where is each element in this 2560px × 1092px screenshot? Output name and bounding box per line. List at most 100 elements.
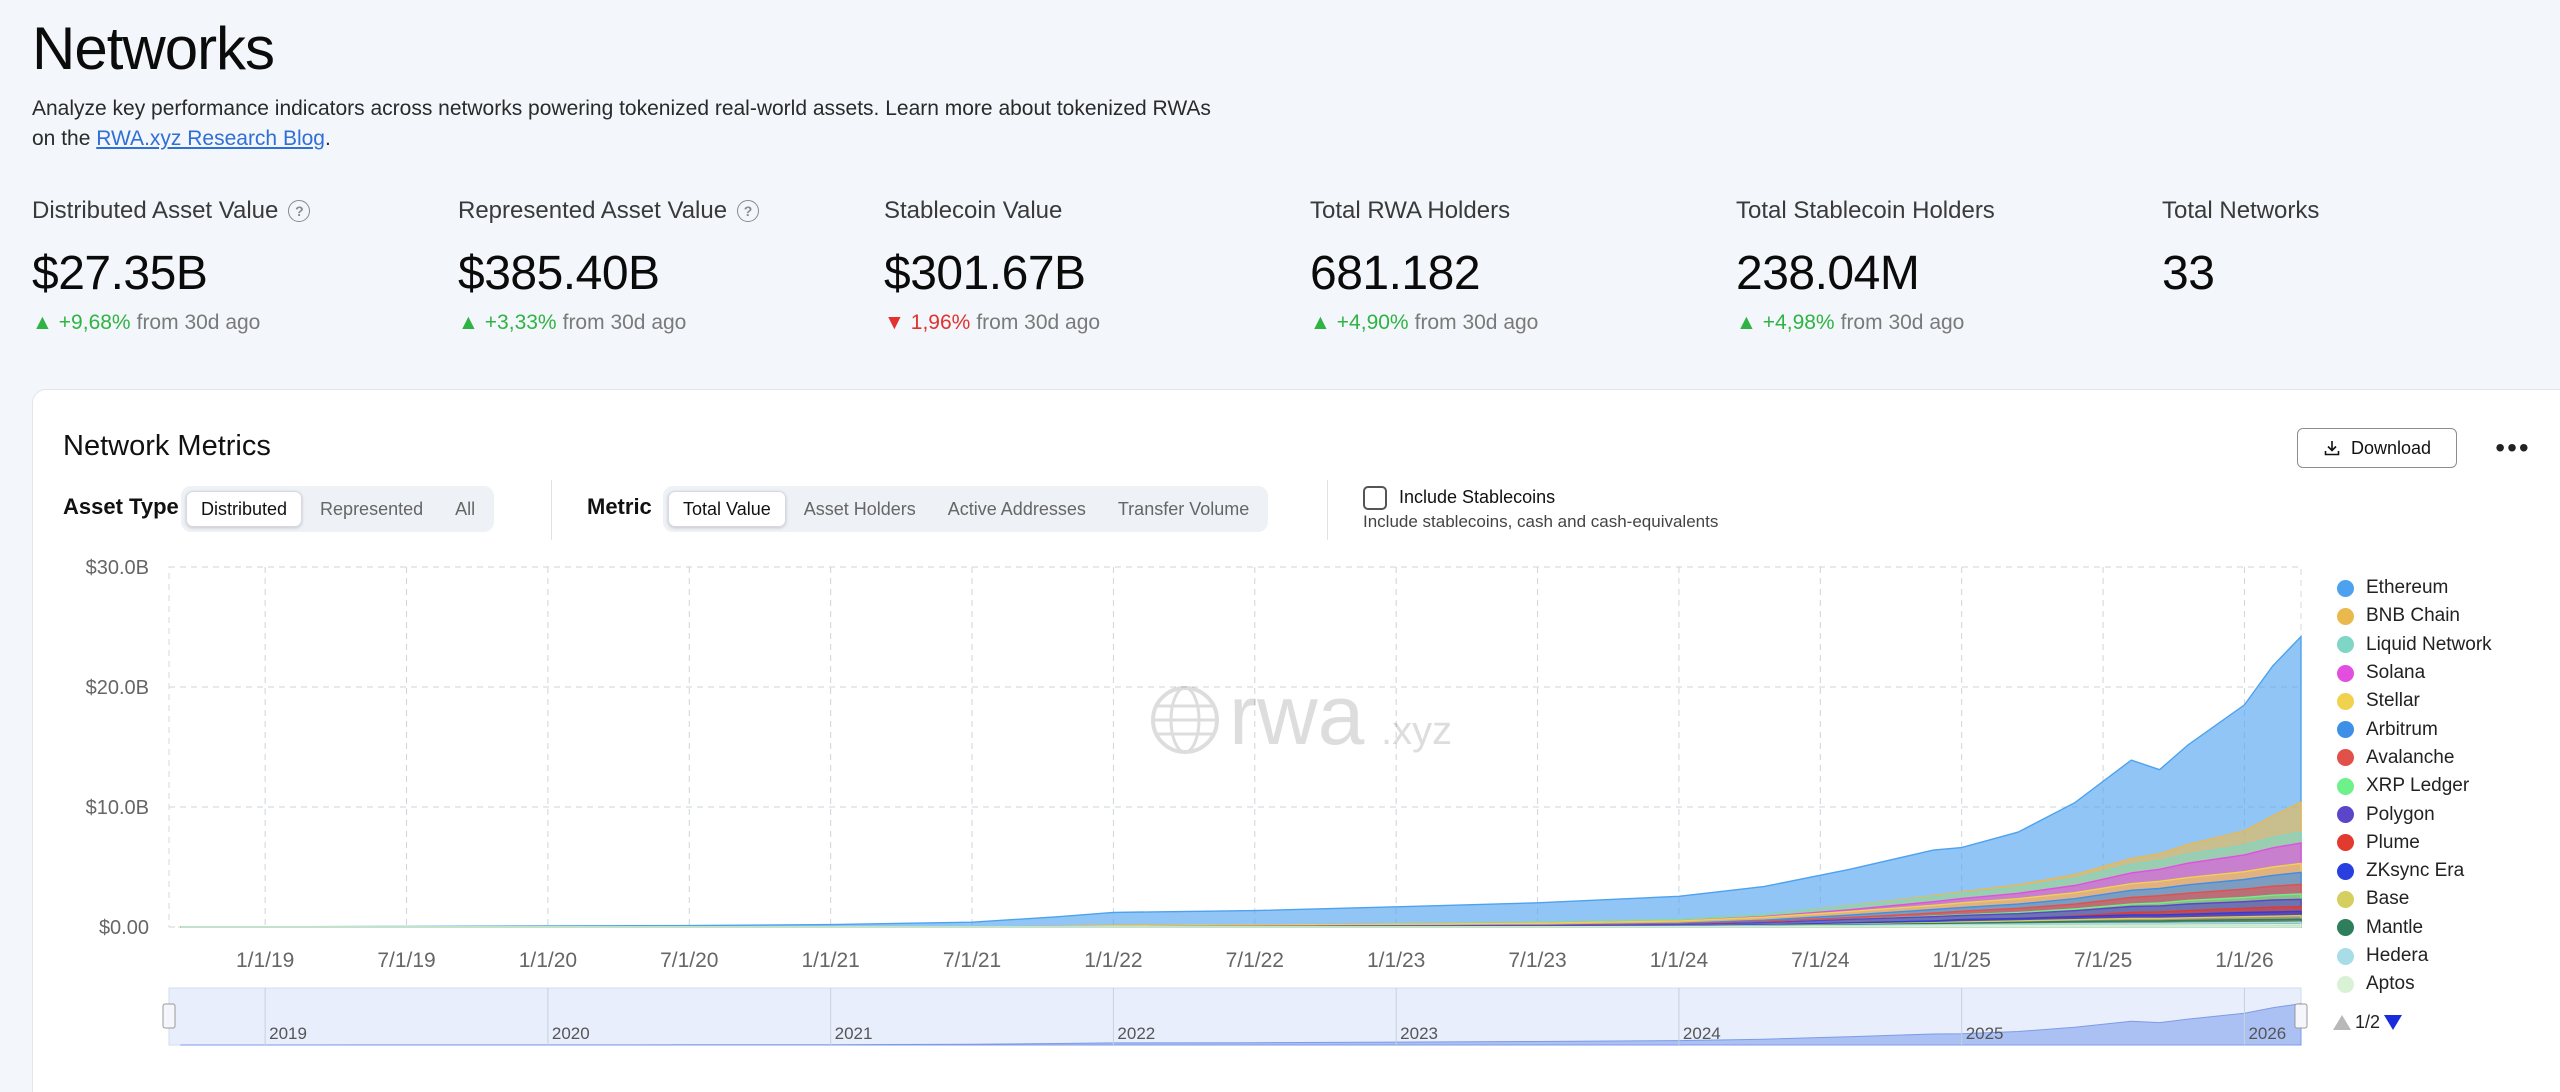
asset-type-represented[interactable]: Represented (320, 498, 424, 519)
legend-dot (2337, 777, 2354, 795)
kpi-value: 33 (2162, 247, 2215, 300)
legend-item-xrp-ledger[interactable]: XRP Ledger (2337, 772, 2537, 800)
legend-prev-icon[interactable] (2333, 1015, 2351, 1030)
legend-dot (2337, 947, 2354, 965)
legend-label: Arbitrum (2366, 718, 2438, 740)
y-tick-label: $10.0B (86, 797, 149, 819)
legend-dot (2337, 721, 2354, 739)
kpi-value: $385.40B (458, 247, 660, 300)
more-options-button[interactable]: ••• (2495, 432, 2531, 463)
network-metrics-card: Network Metrics Download ••• Asset Type … (32, 389, 2560, 1092)
watermark-suffix: .xyz (1381, 709, 1452, 753)
navigator-year-label: 2023 (1400, 1024, 1438, 1043)
help-icon[interactable]: ? (288, 200, 311, 222)
watermark-text: rwa (1229, 668, 1365, 762)
legend-item-polygon[interactable]: Polygon (2337, 800, 2537, 828)
navigator-year-label: 2019 (269, 1024, 307, 1043)
download-button[interactable]: Download (2297, 428, 2457, 468)
kpi-delta: 1,96% (910, 311, 971, 334)
network-metrics-chart[interactable]: $0.00 $10.0B $20.0B $30.0B 1/1/19 7/1/19 1/1/2… (33, 390, 2333, 1090)
kpi-represented-asset-value: Represented Asset Value? $385.40B ▲ +3,33… (458, 196, 878, 335)
x-tick-label: 1/1/26 (2215, 949, 2273, 972)
navigator-year-label: 2024 (1683, 1024, 1721, 1043)
x-tick-label: 1/1/22 (1084, 949, 1142, 972)
page-subtitle: Analyze key performance indicators acros… (32, 94, 1212, 154)
x-tick-label: 1/1/19 (236, 949, 294, 972)
legend-item-ethereum[interactable]: Ethereum (2337, 574, 2537, 602)
legend-dot (2337, 607, 2354, 625)
legend-dot (2337, 749, 2354, 767)
kpi-delta-suffix: from 30d ago (1414, 311, 1539, 334)
kpi-total-stablecoin-holders: Total Stablecoin Holders 238.04M ▲ +4,98%… (1736, 196, 2156, 335)
legend-label: Liquid Network (2366, 633, 2492, 655)
kpi-row: Distributed Asset Value? $27.35B ▲ +9,68%… (32, 196, 2552, 336)
legend-item-liquid-network[interactable]: Liquid Network (2337, 631, 2537, 659)
y-tick-label: $30.0B (86, 557, 149, 579)
legend-dot (2337, 806, 2354, 824)
metric-transfer-volume[interactable]: Transfer Volume (1117, 498, 1250, 519)
metric-active-addresses[interactable]: Active Addresses (947, 498, 1086, 519)
navigator-year-label: 2020 (552, 1024, 590, 1043)
triangle-up-icon: ▲ (1310, 311, 1331, 334)
legend-dot (2337, 919, 2354, 937)
navigator-year-label: 2026 (2248, 1024, 2286, 1043)
x-tick-label: 7/1/19 (377, 949, 435, 972)
y-tick-label: $0.00 (99, 917, 149, 939)
legend-label: Solana (2366, 662, 2426, 684)
legend-label: XRP Ledger (2366, 775, 2470, 797)
triangle-up-icon: ▲ (32, 311, 53, 334)
navigator-year-label: 2022 (1117, 1024, 1155, 1043)
legend-label: Stellar (2366, 690, 2420, 712)
legend-page-indicator: 1/2 (2355, 1012, 2381, 1032)
navigator-year-label: 2025 (1966, 1024, 2004, 1043)
y-tick-label: $20.0B (86, 677, 149, 699)
kpi-label: Stablecoin Value (884, 197, 1063, 224)
asset-type-distributed[interactable]: Distributed (186, 491, 303, 527)
subtitle-end: . (324, 127, 331, 150)
download-label: Download (2350, 437, 2432, 458)
legend-label: Aptos (2366, 973, 2415, 995)
legend-label: Ethereum (2366, 577, 2449, 599)
watermark: rwa .xyz (1151, 668, 1452, 762)
x-tick-label: 7/1/21 (943, 949, 1001, 972)
triangle-down-icon: ▼ (884, 311, 905, 334)
x-tick-label: 1/1/24 (1650, 949, 1709, 972)
asset-type-all[interactable]: All (455, 498, 476, 519)
x-tick-label: 7/1/25 (2074, 949, 2132, 972)
help-icon[interactable]: ? (737, 200, 760, 222)
legend-item-avalanche[interactable]: Avalanche (2337, 744, 2537, 772)
kpi-value: 238.04M (1736, 247, 1920, 300)
legend-item-mantle[interactable]: Mantle (2337, 914, 2537, 942)
legend-item-zksync-era[interactable]: ZKsync Era (2337, 857, 2537, 885)
kpi-value: $301.67B (884, 247, 1086, 300)
legend-item-bnb-chain[interactable]: BNB Chain (2337, 602, 2537, 630)
legend-item-base[interactable]: Base (2337, 885, 2537, 913)
legend-item-plume[interactable]: Plume (2337, 829, 2537, 857)
include-stablecoins-checkbox[interactable] (1363, 486, 1387, 510)
kpi-total-rwa-holders: Total RWA Holders 681.182 ▲ +4,90% from 30… (1310, 196, 1730, 335)
kpi-delta-suffix: from 30d ago (976, 311, 1101, 334)
card-title: Network Metrics (63, 430, 271, 462)
metric-total-value[interactable]: Total Value (668, 491, 786, 527)
kpi-distributed-asset-value: Distributed Asset Value? $27.35B ▲ +9,68%… (32, 196, 452, 335)
kpi-label: Total Networks (2162, 197, 2320, 224)
kpi-label: Represented Asset Value (458, 197, 728, 224)
research-blog-link[interactable]: RWA.xyz Research Blog (96, 127, 325, 150)
divider (551, 480, 552, 540)
legend-label: Plume (2366, 831, 2420, 853)
legend-item-arbitrum[interactable]: Arbitrum (2337, 715, 2537, 743)
kpi-delta-suffix: from 30d ago (136, 311, 261, 334)
legend-item-stellar[interactable]: Stellar (2337, 687, 2537, 715)
legend-next-icon[interactable] (2384, 1015, 2403, 1030)
metric-asset-holders[interactable]: Asset Holders (803, 498, 916, 519)
download-icon (2324, 441, 2340, 456)
navigator-series (180, 1003, 2302, 1046)
legend-label: Avalanche (2366, 746, 2455, 768)
legend-item-hedera[interactable]: Hedera (2337, 942, 2537, 970)
legend-item-solana[interactable]: Solana (2337, 659, 2537, 687)
legend-label: ZKsync Era (2366, 860, 2465, 882)
legend-item-aptos[interactable]: Aptos (2337, 970, 2537, 998)
navigator-year-label: 2021 (835, 1024, 873, 1043)
kpi-delta-suffix: from 30d ago (562, 311, 687, 334)
chart-legend: Ethereum BNB Chain Liquid Network Solana Ste… (2337, 574, 2537, 998)
